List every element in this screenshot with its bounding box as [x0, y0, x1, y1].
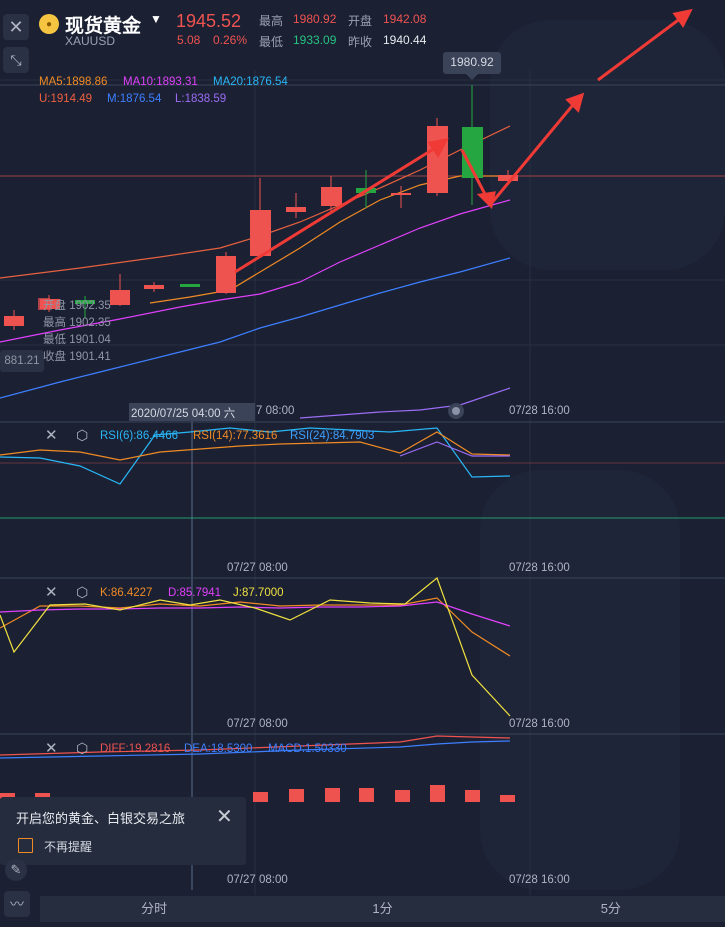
- current-price: 1945.52: [176, 11, 242, 31]
- crosshair-time: 2020/07/25 04:00 六: [131, 408, 236, 420]
- dropdown-icon[interactable]: ▼: [150, 12, 162, 26]
- high-label: 最高: [259, 14, 284, 28]
- diff-line: [0, 735, 511, 756]
- close-button[interactable]: ✕: [3, 14, 29, 40]
- tooltip-open: 开盘 1902.35: [43, 300, 111, 312]
- dont-remind-checkbox[interactable]: [18, 838, 33, 853]
- time-label-macd-2: 07/28 16:00: [509, 874, 570, 886]
- high-value: 1980.92: [293, 12, 337, 26]
- collapse-button[interactable]: ⤡: [3, 47, 29, 73]
- time-label-rsi-1: 07/27 08:00: [227, 562, 288, 574]
- macd-histogram: [253, 785, 515, 802]
- map-background: [480, 20, 725, 890]
- rsi6-line: [0, 427, 511, 485]
- rsi-close-icon[interactable]: ✕: [45, 427, 58, 444]
- upper-band-legend: U:1914.49: [39, 93, 93, 105]
- tooltip-close: 收盘 1901.41: [43, 351, 111, 363]
- rsi14-line: [0, 431, 511, 461]
- promo-popup: 开启您的黄金、白银交易之旅 ✕ 不再提醒: [0, 797, 246, 865]
- close-icon: ✕: [8, 16, 24, 37]
- instrument-symbol: XAUUSD: [65, 34, 116, 48]
- middle-band-legend: M:1876.54: [107, 93, 162, 105]
- popup-title: 开启您的黄金、白银交易之旅: [16, 811, 186, 826]
- ma20-legend: MA20:1876.54: [213, 76, 288, 88]
- kdj-j-line: [0, 577, 511, 717]
- rsi24-line: [399, 441, 510, 457]
- kdj-settings-icon[interactable]: ⬡: [76, 584, 89, 600]
- macd-close-icon[interactable]: ✕: [45, 740, 58, 757]
- time-label-macd-1: 07/27 08:00: [227, 874, 288, 886]
- open-value: 1942.08: [383, 12, 427, 26]
- kdj-d-legend: D:85.7941: [168, 587, 222, 599]
- open-label: 开盘: [348, 14, 373, 28]
- macd-diff-legend: DIFF:19.2816: [100, 743, 171, 755]
- prev-close-value: 1940.44: [383, 33, 427, 47]
- trend-arrows: [234, 8, 693, 274]
- kdj-j-legend: J:87.7000: [233, 587, 284, 599]
- dont-remind-label[interactable]: 不再提醒: [44, 840, 93, 854]
- rsi-settings-icon[interactable]: ⬡: [76, 427, 89, 443]
- collapse-icon: ⤡: [10, 51, 22, 68]
- dea-line: [0, 740, 511, 759]
- ma10-legend: MA10:1893.31: [123, 76, 198, 88]
- time-label-kdj-1: 07/27 08:00: [227, 718, 288, 730]
- timeframe-bar: 分时 1分 5分: [40, 896, 725, 922]
- instrument-title[interactable]: 现货黄金: [65, 16, 142, 37]
- time-label-kdj-2: 07/28 16:00: [509, 718, 570, 730]
- macd-dea-legend: DEA:18.5300: [184, 743, 253, 755]
- low-value: 1933.09: [293, 33, 337, 47]
- rsi24-legend: RSI(24):84.7903: [290, 430, 375, 442]
- pencil-icon[interactable]: ✎: [5, 859, 27, 881]
- ma10-line: [0, 199, 511, 343]
- candles: [4, 85, 518, 330]
- macd-settings-icon[interactable]: ⬡: [76, 740, 89, 756]
- kdj-k-legend: K:86.4227: [100, 587, 153, 599]
- tab-5min[interactable]: 5分: [600, 901, 621, 916]
- left-price-tag: 881.21: [4, 355, 40, 367]
- tab-1min[interactable]: 1分: [372, 901, 393, 916]
- kdj-d-line: [0, 601, 511, 627]
- price-change: 5.08: [177, 33, 201, 47]
- lower-band-line: [299, 387, 511, 419]
- ohlc-tooltip: 开盘 1902.35 最高 1902.35 最低 1901.04 收盘 1901…: [43, 298, 111, 366]
- kdj-k-line: [0, 597, 511, 657]
- rsi6-legend: RSI(6):86.4466: [100, 430, 178, 442]
- ma5-legend: MA5:1898.86: [39, 76, 108, 88]
- tab-timeshare[interactable]: 分时: [141, 901, 168, 916]
- rsi14-legend: RSI(14):77.3616: [193, 430, 278, 442]
- time-label-rsi-2: 07/28 16:00: [509, 562, 570, 574]
- prev-close-label: 昨收: [348, 35, 373, 49]
- middle-band-line: [0, 257, 511, 399]
- time-label-main-2: 07/28 16:00: [509, 405, 570, 417]
- time-label-main-1: 7 08:00: [256, 405, 295, 417]
- price-change-pct: 0.26%: [213, 33, 248, 47]
- tooltip-high: 最高 1902.35: [43, 317, 111, 329]
- indicator-icon[interactable]: 〰: [4, 891, 30, 917]
- low-label: 最低: [259, 35, 284, 49]
- lower-band-legend: L:1838.59: [175, 93, 227, 105]
- macd-value-legend: MACD:1.50330: [268, 743, 347, 755]
- tooltip-low: 最低 1901.04: [43, 334, 111, 346]
- popup-close-icon[interactable]: ✕: [216, 806, 233, 828]
- high-price-tag: 1980.92: [450, 55, 494, 69]
- kdj-close-icon[interactable]: ✕: [45, 584, 58, 601]
- gold-coin-icon: ●: [39, 14, 59, 34]
